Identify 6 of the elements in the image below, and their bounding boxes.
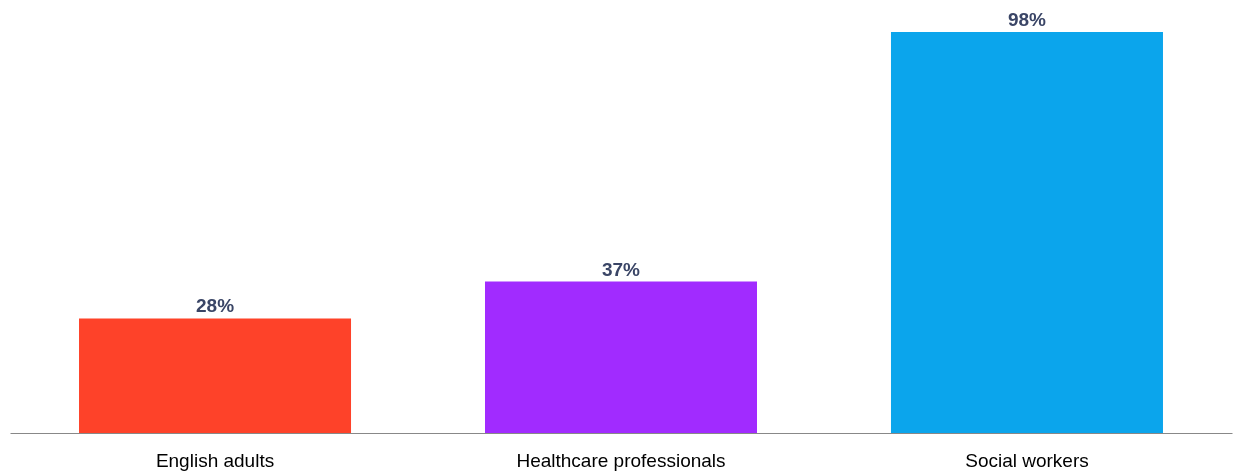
data-label: 37% bbox=[601, 258, 641, 280]
x-tick-label: Social workers bbox=[965, 449, 1089, 471]
data-label: 98% bbox=[1007, 9, 1047, 31]
x-tick-label: Healthcare professionals bbox=[516, 449, 726, 471]
data-label: 28% bbox=[196, 295, 235, 317]
x-tick-label: English adults bbox=[155, 449, 275, 471]
